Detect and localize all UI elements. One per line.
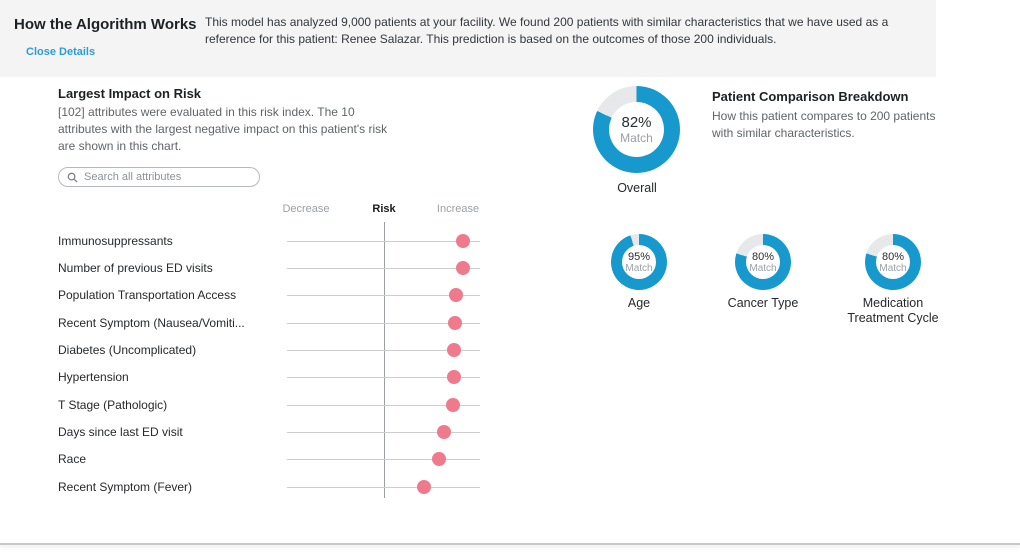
- attribute-label: T Stage (Pathologic): [58, 397, 168, 412]
- overall-match-caption: Match: [620, 131, 653, 145]
- search-icon: [67, 172, 78, 183]
- comparison-match-percent: 80%: [751, 250, 775, 263]
- comparison-section-title: Patient Comparison Breakdown: [712, 89, 909, 104]
- page-title: How the Algorithm Works: [14, 16, 197, 33]
- impact-dot[interactable]: [448, 315, 463, 330]
- axis-label-decrease: Decrease: [282, 203, 330, 215]
- comparison-donut-center: 80% Match: [746, 245, 780, 279]
- comparison-match-caption: Match: [879, 262, 907, 274]
- row-line: [287, 459, 480, 461]
- comparison-donut: 80% Match: [735, 234, 791, 290]
- algorithm-header: How the Algorithm Works Close Details Th…: [0, 0, 936, 77]
- header-description: This model has analyzed 9,000 patients a…: [205, 15, 889, 46]
- axis-label-risk: Risk: [372, 203, 396, 215]
- row-line: [287, 349, 480, 351]
- comparison-donut: 95% Match: [611, 234, 667, 290]
- attribute-label: Race: [58, 452, 87, 467]
- impact-row: Number of previous ED visits: [0, 254, 520, 281]
- impact-dot[interactable]: [455, 233, 470, 248]
- impact-row: Recent Symptom (Fever): [0, 473, 520, 500]
- attribute-label: Days since last ED visit: [58, 424, 183, 439]
- comparison-donut-center: 95% Match: [622, 245, 656, 279]
- comparison-match-percent: 80%: [881, 250, 905, 263]
- impact-row: Hypertension: [0, 364, 520, 391]
- impact-row: Race: [0, 446, 520, 473]
- comparison-donut-label: Medication Treatment Cycle: [847, 296, 939, 325]
- row-line: [287, 377, 480, 379]
- row-line: [287, 322, 480, 324]
- impact-row: Recent Symptom (Nausea/Vomiti...: [0, 309, 520, 336]
- impact-dot[interactable]: [417, 479, 432, 494]
- row-line: [287, 431, 480, 433]
- impact-section-title: Largest Impact on Risk: [58, 86, 202, 101]
- attribute-label: Immunosuppressants: [58, 233, 173, 248]
- overall-donut-center: 82% Match: [609, 102, 664, 157]
- impact-row: Days since last ED visit: [0, 418, 520, 445]
- axis-label-increase: Increase: [436, 203, 480, 215]
- risk-axis-line: [384, 222, 385, 498]
- row-line: [287, 486, 480, 488]
- bottom-divider: [0, 543, 1020, 545]
- attribute-label: Number of previous ED visits: [58, 260, 213, 275]
- overall-donut-label: Overall: [617, 181, 657, 195]
- comparison-section-description: How this patient compares to 200 patient…: [712, 109, 936, 140]
- impact-row: Population Transportation Access: [0, 282, 520, 309]
- impact-dot[interactable]: [431, 452, 446, 467]
- attribute-label: Recent Symptom (Fever): [58, 479, 193, 494]
- comparison-match-caption: Match: [625, 262, 653, 274]
- overall-match-percent: 82%: [621, 114, 652, 131]
- impact-dot[interactable]: [455, 260, 470, 275]
- impact-row: Immunosuppressants: [0, 227, 520, 254]
- impact-row: T Stage (Pathologic): [0, 391, 520, 418]
- row-line: [287, 267, 480, 269]
- comparison-donut-label: Age: [627, 296, 651, 310]
- impact-dot[interactable]: [449, 288, 463, 303]
- row-line: [287, 295, 480, 297]
- close-details-link[interactable]: Close Details: [26, 46, 96, 58]
- attribute-label: Recent Symptom (Nausea/Vomiti...: [58, 315, 245, 330]
- attribute-label: Population Transportation Access: [58, 288, 237, 303]
- row-line: [287, 404, 480, 406]
- comparison-donut: 80% Match: [865, 234, 921, 290]
- comparison-match-percent: 95%: [627, 250, 651, 263]
- comparison-match-caption: Match: [749, 262, 777, 274]
- impact-dot[interactable]: [437, 424, 452, 439]
- impact-row: Diabetes (Uncomplicated): [0, 336, 520, 363]
- impact-dot[interactable]: [447, 370, 462, 385]
- row-line: [287, 240, 480, 242]
- impact-section-description: [102] attributes were evaluated in this …: [58, 105, 388, 153]
- comparison-donut-label: Cancer Type: [727, 296, 799, 310]
- search-input[interactable]: [84, 171, 251, 183]
- comparison-donut-center: 80% Match: [876, 245, 910, 279]
- overall-match-donut: 82% Match: [593, 86, 680, 173]
- impact-dot[interactable]: [447, 342, 462, 357]
- search-box[interactable]: [58, 167, 260, 187]
- attribute-label: Hypertension: [58, 370, 129, 385]
- attribute-label: Diabetes (Uncomplicated): [58, 342, 197, 357]
- impact-dot[interactable]: [446, 397, 461, 412]
